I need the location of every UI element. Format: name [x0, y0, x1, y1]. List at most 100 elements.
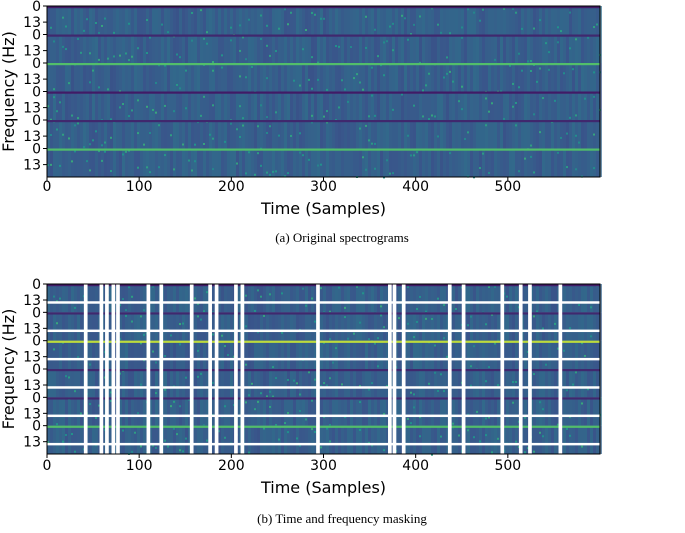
texture — [485, 323, 487, 326]
texture — [437, 34, 440, 63]
texture — [236, 63, 239, 92]
texture — [350, 148, 353, 177]
texture — [566, 6, 569, 35]
texture — [308, 148, 311, 177]
texture — [500, 148, 503, 177]
texture — [416, 340, 419, 369]
texture — [440, 34, 443, 63]
texture — [77, 284, 80, 313]
texture — [275, 111, 277, 114]
texture — [359, 63, 362, 92]
texture — [53, 295, 55, 298]
texture — [533, 171, 535, 174]
texture — [587, 388, 589, 391]
texture — [164, 388, 166, 391]
texture — [269, 312, 272, 341]
texture — [95, 312, 98, 341]
texture — [392, 91, 395, 120]
texture — [539, 148, 542, 177]
texture — [233, 91, 236, 120]
texture — [260, 369, 263, 398]
texture — [95, 425, 98, 454]
texture — [179, 369, 182, 398]
texture — [47, 105, 49, 108]
texture — [482, 91, 485, 120]
texture — [155, 392, 157, 395]
texture — [161, 63, 164, 92]
texture — [383, 120, 386, 149]
texture — [152, 312, 155, 341]
texture — [386, 397, 389, 426]
texture — [476, 340, 479, 369]
texture — [593, 312, 596, 341]
texture — [68, 6, 71, 35]
texture — [227, 63, 230, 92]
texture — [77, 6, 80, 35]
texture — [284, 397, 287, 426]
texture — [470, 365, 472, 368]
texture — [428, 148, 431, 177]
texture — [581, 63, 584, 92]
texture — [431, 453, 433, 456]
texture — [350, 340, 353, 369]
texture — [578, 63, 581, 92]
texture — [380, 425, 383, 454]
texture — [515, 312, 518, 341]
texture — [113, 34, 116, 63]
texture — [491, 102, 493, 105]
texture — [320, 148, 323, 177]
texture — [269, 397, 272, 426]
texture — [182, 312, 185, 341]
texture — [314, 425, 317, 454]
texture — [380, 120, 383, 149]
texture — [596, 23, 598, 26]
x-tick-label: 200 — [218, 179, 245, 195]
texture — [479, 167, 481, 170]
texture — [80, 63, 83, 92]
texture — [491, 340, 494, 369]
texture — [548, 34, 551, 63]
texture — [272, 425, 275, 454]
texture — [371, 66, 373, 69]
texture — [143, 120, 146, 149]
texture — [488, 366, 490, 369]
texture — [587, 340, 590, 369]
texture — [455, 63, 458, 92]
texture — [548, 284, 551, 313]
texture — [170, 148, 173, 177]
texture — [524, 6, 527, 35]
texture — [365, 340, 368, 369]
texture — [290, 425, 293, 454]
texture — [56, 397, 59, 426]
texture — [464, 91, 467, 120]
texture — [365, 148, 368, 177]
texture — [368, 397, 371, 426]
texture — [482, 312, 485, 341]
texture — [548, 68, 550, 71]
texture — [293, 34, 296, 63]
texture — [212, 63, 215, 92]
texture — [122, 91, 125, 120]
texture — [206, 148, 209, 177]
texture — [332, 397, 335, 426]
spectrogram — [47, 6, 602, 179]
texture — [299, 6, 302, 35]
texture — [260, 6, 263, 35]
texture — [512, 82, 514, 85]
texture — [434, 148, 437, 177]
texture — [179, 425, 182, 454]
texture — [131, 55, 133, 58]
texture — [506, 425, 509, 454]
texture — [104, 148, 107, 177]
texture — [383, 449, 385, 452]
texture — [506, 120, 509, 149]
texture — [215, 91, 218, 120]
texture — [503, 120, 506, 149]
texture — [329, 377, 331, 380]
texture — [257, 289, 259, 292]
texture — [269, 173, 271, 176]
texture — [95, 369, 98, 398]
texture — [119, 340, 122, 369]
texture — [518, 170, 520, 173]
texture — [299, 132, 301, 135]
